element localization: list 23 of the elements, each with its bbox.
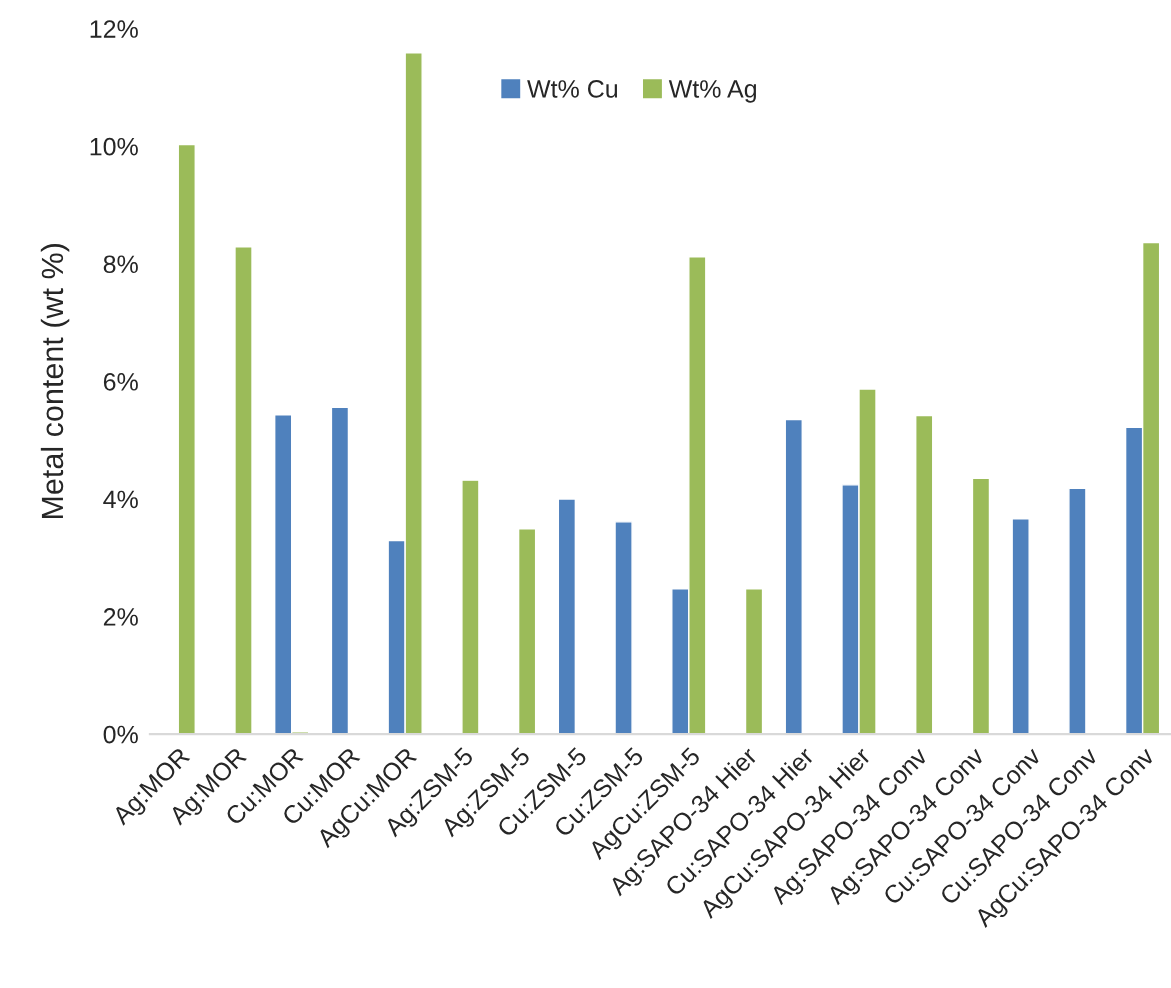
y-tick-label: 4%: [103, 490, 138, 509]
bar: [614, 521, 633, 735]
bar: [330, 406, 350, 735]
bar: [971, 477, 991, 735]
bar: [234, 246, 253, 735]
bar: [744, 588, 764, 735]
bar: [784, 418, 803, 735]
y-axis-title: Metal content (wt %): [40, 244, 70, 519]
y-tick-label: 2%: [103, 608, 138, 626]
bar: [177, 143, 196, 735]
y-tick-label: 0%: [103, 725, 138, 744]
legend-label: Wt% Ag: [668, 80, 756, 103]
bar: [1068, 487, 1087, 735]
y-tick-label: 12%: [90, 20, 138, 38]
y-tick-label: 10%: [90, 137, 138, 156]
bar: [461, 479, 480, 735]
bar: [557, 498, 577, 735]
y-tick-label: 8%: [103, 255, 138, 274]
bar: [517, 528, 537, 735]
legend-label: Wt% Cu: [527, 80, 618, 98]
bar: [1011, 518, 1030, 735]
bar: [915, 414, 934, 735]
y-tick-label: 6%: [103, 372, 138, 391]
